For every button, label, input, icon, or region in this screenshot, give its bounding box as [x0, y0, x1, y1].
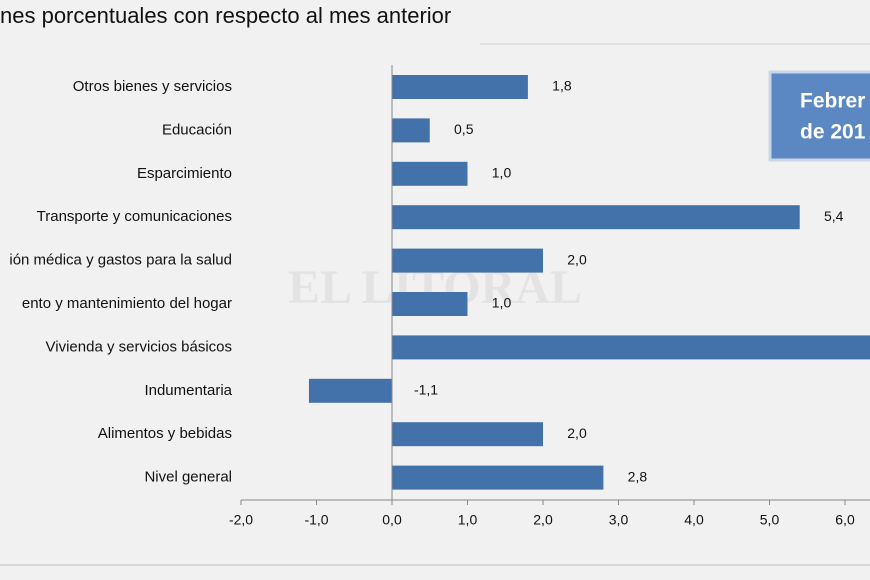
bar	[392, 75, 528, 99]
value-label: 1,8	[552, 78, 572, 94]
annotation-text: de 201	[800, 121, 866, 144]
x-tick-label: 3,0	[609, 512, 629, 528]
bar	[392, 335, 870, 360]
category-label: Vivienda y servicios básicos	[46, 338, 232, 355]
x-tick-label: 5,0	[760, 512, 780, 528]
bar	[392, 248, 543, 273]
value-label: 1,0	[492, 165, 512, 181]
chart-title: nes porcentuales con respecto al mes ant…	[0, 3, 451, 28]
value-label: 1,0	[492, 295, 512, 311]
category-label: Indumentaria	[144, 382, 232, 399]
value-label: -1,1	[414, 382, 438, 398]
bar	[392, 292, 468, 316]
x-tick-label: -2,0	[229, 512, 253, 528]
x-tick-label: 6,0	[835, 512, 855, 528]
x-tick-label: 1,0	[458, 512, 478, 528]
bar	[308, 378, 392, 403]
value-label: 2,0	[567, 425, 587, 441]
value-label: 5,4	[824, 208, 844, 224]
category-label: ión médica y gastos para la salud	[9, 252, 232, 269]
annotation-box	[768, 70, 870, 162]
x-tick-label: -1,0	[304, 512, 328, 528]
x-tick-label: 2,0	[533, 512, 553, 528]
category-label: Nivel general	[144, 469, 232, 486]
value-label: 2,0	[567, 251, 587, 267]
annotation-text: Febrer	[800, 90, 865, 113]
bar	[392, 422, 543, 447]
category-label: Alimentos y bebidas	[98, 425, 232, 442]
x-tick-label: 4,0	[684, 512, 704, 528]
value-label: 2,8	[628, 468, 648, 484]
category-label: Educación	[162, 121, 232, 138]
bar	[392, 161, 468, 186]
bar	[392, 205, 800, 230]
category-label: Transporte y comunicaciones	[37, 208, 232, 225]
category-label: ento y mantenimiento del hogar	[22, 295, 232, 312]
value-label: 0,5	[454, 121, 474, 137]
category-label: Esparcimiento	[137, 165, 232, 182]
bar	[392, 118, 430, 143]
bar	[392, 465, 604, 490]
x-tick-label: 0,0	[382, 512, 402, 528]
category-label: Otros bienes y servicios	[73, 78, 232, 95]
